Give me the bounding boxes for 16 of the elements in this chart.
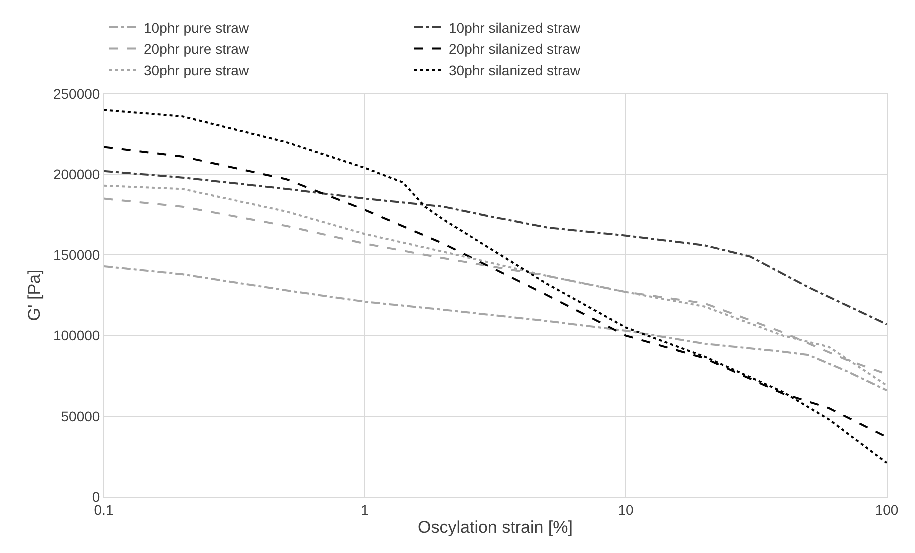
legend-label: 30phr pure straw <box>144 62 250 78</box>
y-tick-label: 200000 <box>53 166 100 182</box>
legend-label: 20phr pure straw <box>144 41 250 58</box>
legend-label: 10phr pure straw <box>144 20 250 36</box>
x-axis-title: Oscylation strain [%] <box>418 518 573 538</box>
y-tick-label: 150000 <box>53 247 100 264</box>
legend-label: 30phr silanized straw <box>449 62 582 78</box>
y-axis-title: G' [Pa] <box>25 270 44 322</box>
legend-label: 10phr silanized straw <box>449 20 582 36</box>
y-tick-label: 50000 <box>61 408 100 424</box>
y-tick-label: 100000 <box>53 328 100 344</box>
x-tick-label: 1 <box>361 502 370 518</box>
x-tick-label: 100 <box>875 502 899 518</box>
y-tick-label: 250000 <box>53 86 100 102</box>
legend-label: 20phr silanized straw <box>449 41 582 58</box>
x-tick-label: 10 <box>618 502 634 518</box>
